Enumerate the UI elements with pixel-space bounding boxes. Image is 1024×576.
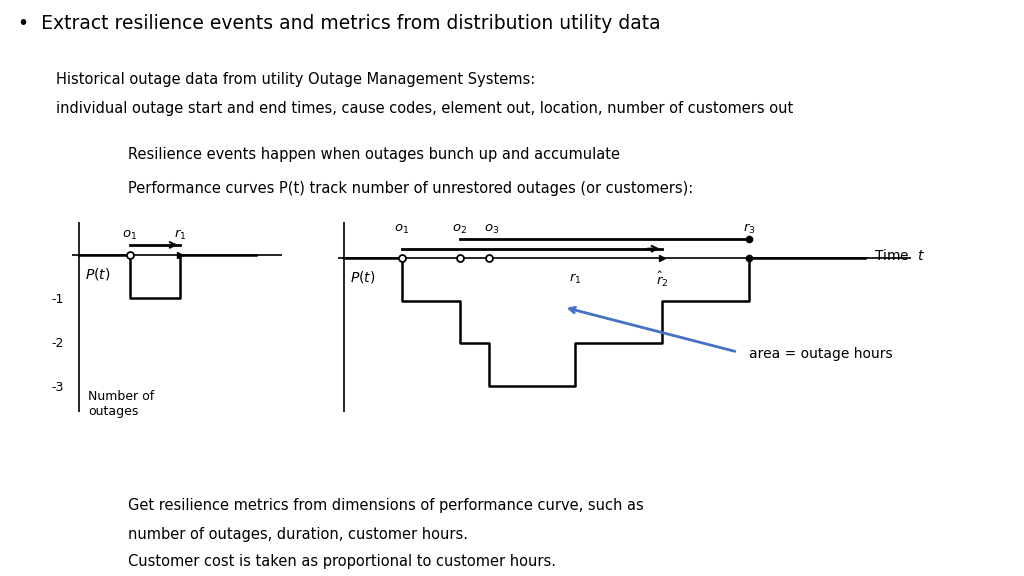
Text: $P(t)$: $P(t)$ bbox=[85, 266, 111, 282]
Text: $o_1$: $o_1$ bbox=[394, 223, 410, 236]
Text: Number of
outages: Number of outages bbox=[88, 390, 155, 418]
Text: •  Extract resilience events and metrics from distribution utility data: • Extract resilience events and metrics … bbox=[18, 14, 662, 33]
Text: $P(t)$: $P(t)$ bbox=[349, 270, 375, 285]
Text: $o_2$: $o_2$ bbox=[452, 223, 467, 236]
Text: area = outage hours: area = outage hours bbox=[750, 347, 893, 361]
Text: individual outage start and end times, cause codes, element out, location, numbe: individual outage start and end times, c… bbox=[56, 101, 794, 116]
Text: Customer cost is taken as proportional to customer hours.: Customer cost is taken as proportional t… bbox=[128, 554, 556, 569]
Text: $r_1$: $r_1$ bbox=[569, 272, 582, 286]
Text: $o_3$: $o_3$ bbox=[483, 223, 499, 236]
Text: Performance curves P(t) track number of unrestored outages (or customers):: Performance curves P(t) track number of … bbox=[128, 181, 693, 196]
Text: Resilience events happen when outages bunch up and accumulate: Resilience events happen when outages bu… bbox=[128, 147, 620, 162]
Text: $o_1$: $o_1$ bbox=[122, 229, 137, 242]
Text: $\hat{r}_2$: $\hat{r}_2$ bbox=[656, 270, 669, 289]
Text: Get resilience metrics from dimensions of performance curve, such as: Get resilience metrics from dimensions o… bbox=[128, 498, 644, 513]
Text: Historical outage data from utility Outage Management Systems:: Historical outage data from utility Outa… bbox=[56, 72, 536, 87]
Text: Time  $t$: Time $t$ bbox=[873, 248, 925, 263]
Text: $r_3$: $r_3$ bbox=[742, 222, 756, 236]
Text: number of outages, duration, customer hours.: number of outages, duration, customer ho… bbox=[128, 527, 468, 542]
Text: $r_1$: $r_1$ bbox=[174, 228, 186, 242]
